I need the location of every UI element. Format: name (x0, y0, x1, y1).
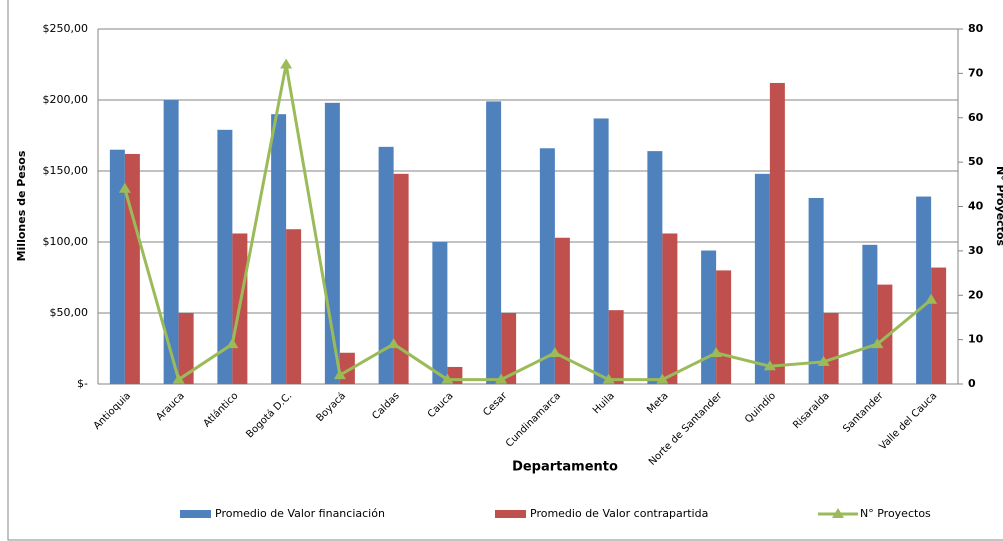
y2-axis-title: N° Proyectos (994, 166, 1003, 247)
legend-swatch (180, 510, 211, 518)
x-tick-label: Quindío (742, 390, 778, 426)
bar (486, 101, 502, 385)
bar (432, 242, 448, 384)
x-tick-label: Arauca (154, 390, 187, 423)
legend-swatch (832, 508, 844, 518)
x-tick-label: Atlántico (201, 390, 241, 430)
y2-tick-label: 40 (968, 200, 984, 213)
bar (217, 129, 233, 384)
line-marker (226, 338, 239, 349)
bar (286, 229, 302, 384)
line-marker (656, 373, 669, 384)
bar (931, 267, 947, 384)
y-tick-label: $150,00 (43, 164, 89, 177)
bar (393, 173, 409, 384)
y2-tick-label: 0 (968, 377, 976, 390)
line (123, 64, 933, 382)
line-marker (763, 360, 776, 371)
legend-swatch (495, 510, 526, 518)
bar (501, 313, 517, 384)
line-marker (925, 293, 938, 304)
bar (608, 310, 624, 384)
x-tick-label: Valle del Cauca (877, 390, 939, 452)
bar (716, 270, 732, 384)
bar (109, 149, 125, 384)
y-tick-label: $250,00 (43, 22, 89, 35)
x-tick-label: Risaralda (791, 390, 832, 431)
bar (378, 146, 394, 384)
y-tick-label: $200,00 (43, 93, 89, 106)
bar (593, 118, 609, 385)
y2-tick-label: 70 (968, 66, 984, 79)
line-marker (871, 338, 884, 349)
line-marker (118, 182, 131, 193)
line-marker (710, 346, 723, 357)
legend-label: Promedio de Valor financiación (215, 507, 385, 520)
y-tick-label: $50,00 (50, 306, 89, 319)
y2-tick-label: 30 (968, 244, 984, 257)
x-tick-label: Antioquia (92, 390, 133, 431)
line-marker (172, 373, 185, 384)
bar (163, 100, 179, 384)
y-tick-label: $100,00 (43, 235, 89, 248)
line-marker (548, 346, 561, 357)
x-tick-label: Bogotá D.C. (244, 390, 295, 441)
x-tick-label: Santander (841, 390, 886, 435)
bar (124, 153, 140, 384)
y2-tick-label: 80 (968, 22, 984, 35)
y2-tick-label: 20 (968, 288, 984, 301)
line-marker (387, 338, 400, 349)
x-tick-label: Huila (591, 390, 617, 416)
bar (808, 197, 824, 384)
bar (877, 284, 893, 384)
x-tick-label: Cesar (481, 390, 510, 419)
x-tick-label: Caldas (370, 390, 402, 422)
y-axis-title: Millones de Pesos (15, 150, 28, 261)
legend-label: N° Proyectos (860, 507, 931, 520)
bar (539, 148, 555, 384)
bar (662, 233, 678, 384)
y-tick-label: $- (77, 377, 88, 390)
x-tick-label: Meta (645, 390, 670, 415)
bar (324, 102, 340, 384)
bar (554, 237, 570, 384)
x-tick-label: Cundinamarca (504, 390, 563, 449)
line-marker (817, 355, 830, 366)
chart-frame (7, 0, 1003, 541)
bar (647, 151, 663, 384)
y2-tick-label: 60 (968, 111, 984, 124)
bar (823, 313, 839, 384)
bar (916, 196, 932, 384)
y2-tick-label: 10 (968, 333, 984, 346)
bar (769, 82, 785, 385)
x-tick-label: Boyacá (314, 390, 348, 424)
bar (271, 114, 287, 384)
line-marker (441, 373, 454, 384)
y2-tick-label: 50 (968, 155, 984, 168)
line-marker (602, 373, 615, 384)
line-marker (495, 373, 508, 384)
bar (178, 313, 194, 384)
x-tick-label: Cauca (426, 390, 456, 420)
bar (701, 250, 717, 384)
legend-label: Promedio de Valor contrapartida (530, 507, 708, 520)
line-marker (280, 58, 293, 69)
line-marker (333, 369, 346, 380)
x-axis-title: Departamento (512, 460, 618, 475)
bar (754, 173, 770, 384)
bar (862, 244, 878, 384)
